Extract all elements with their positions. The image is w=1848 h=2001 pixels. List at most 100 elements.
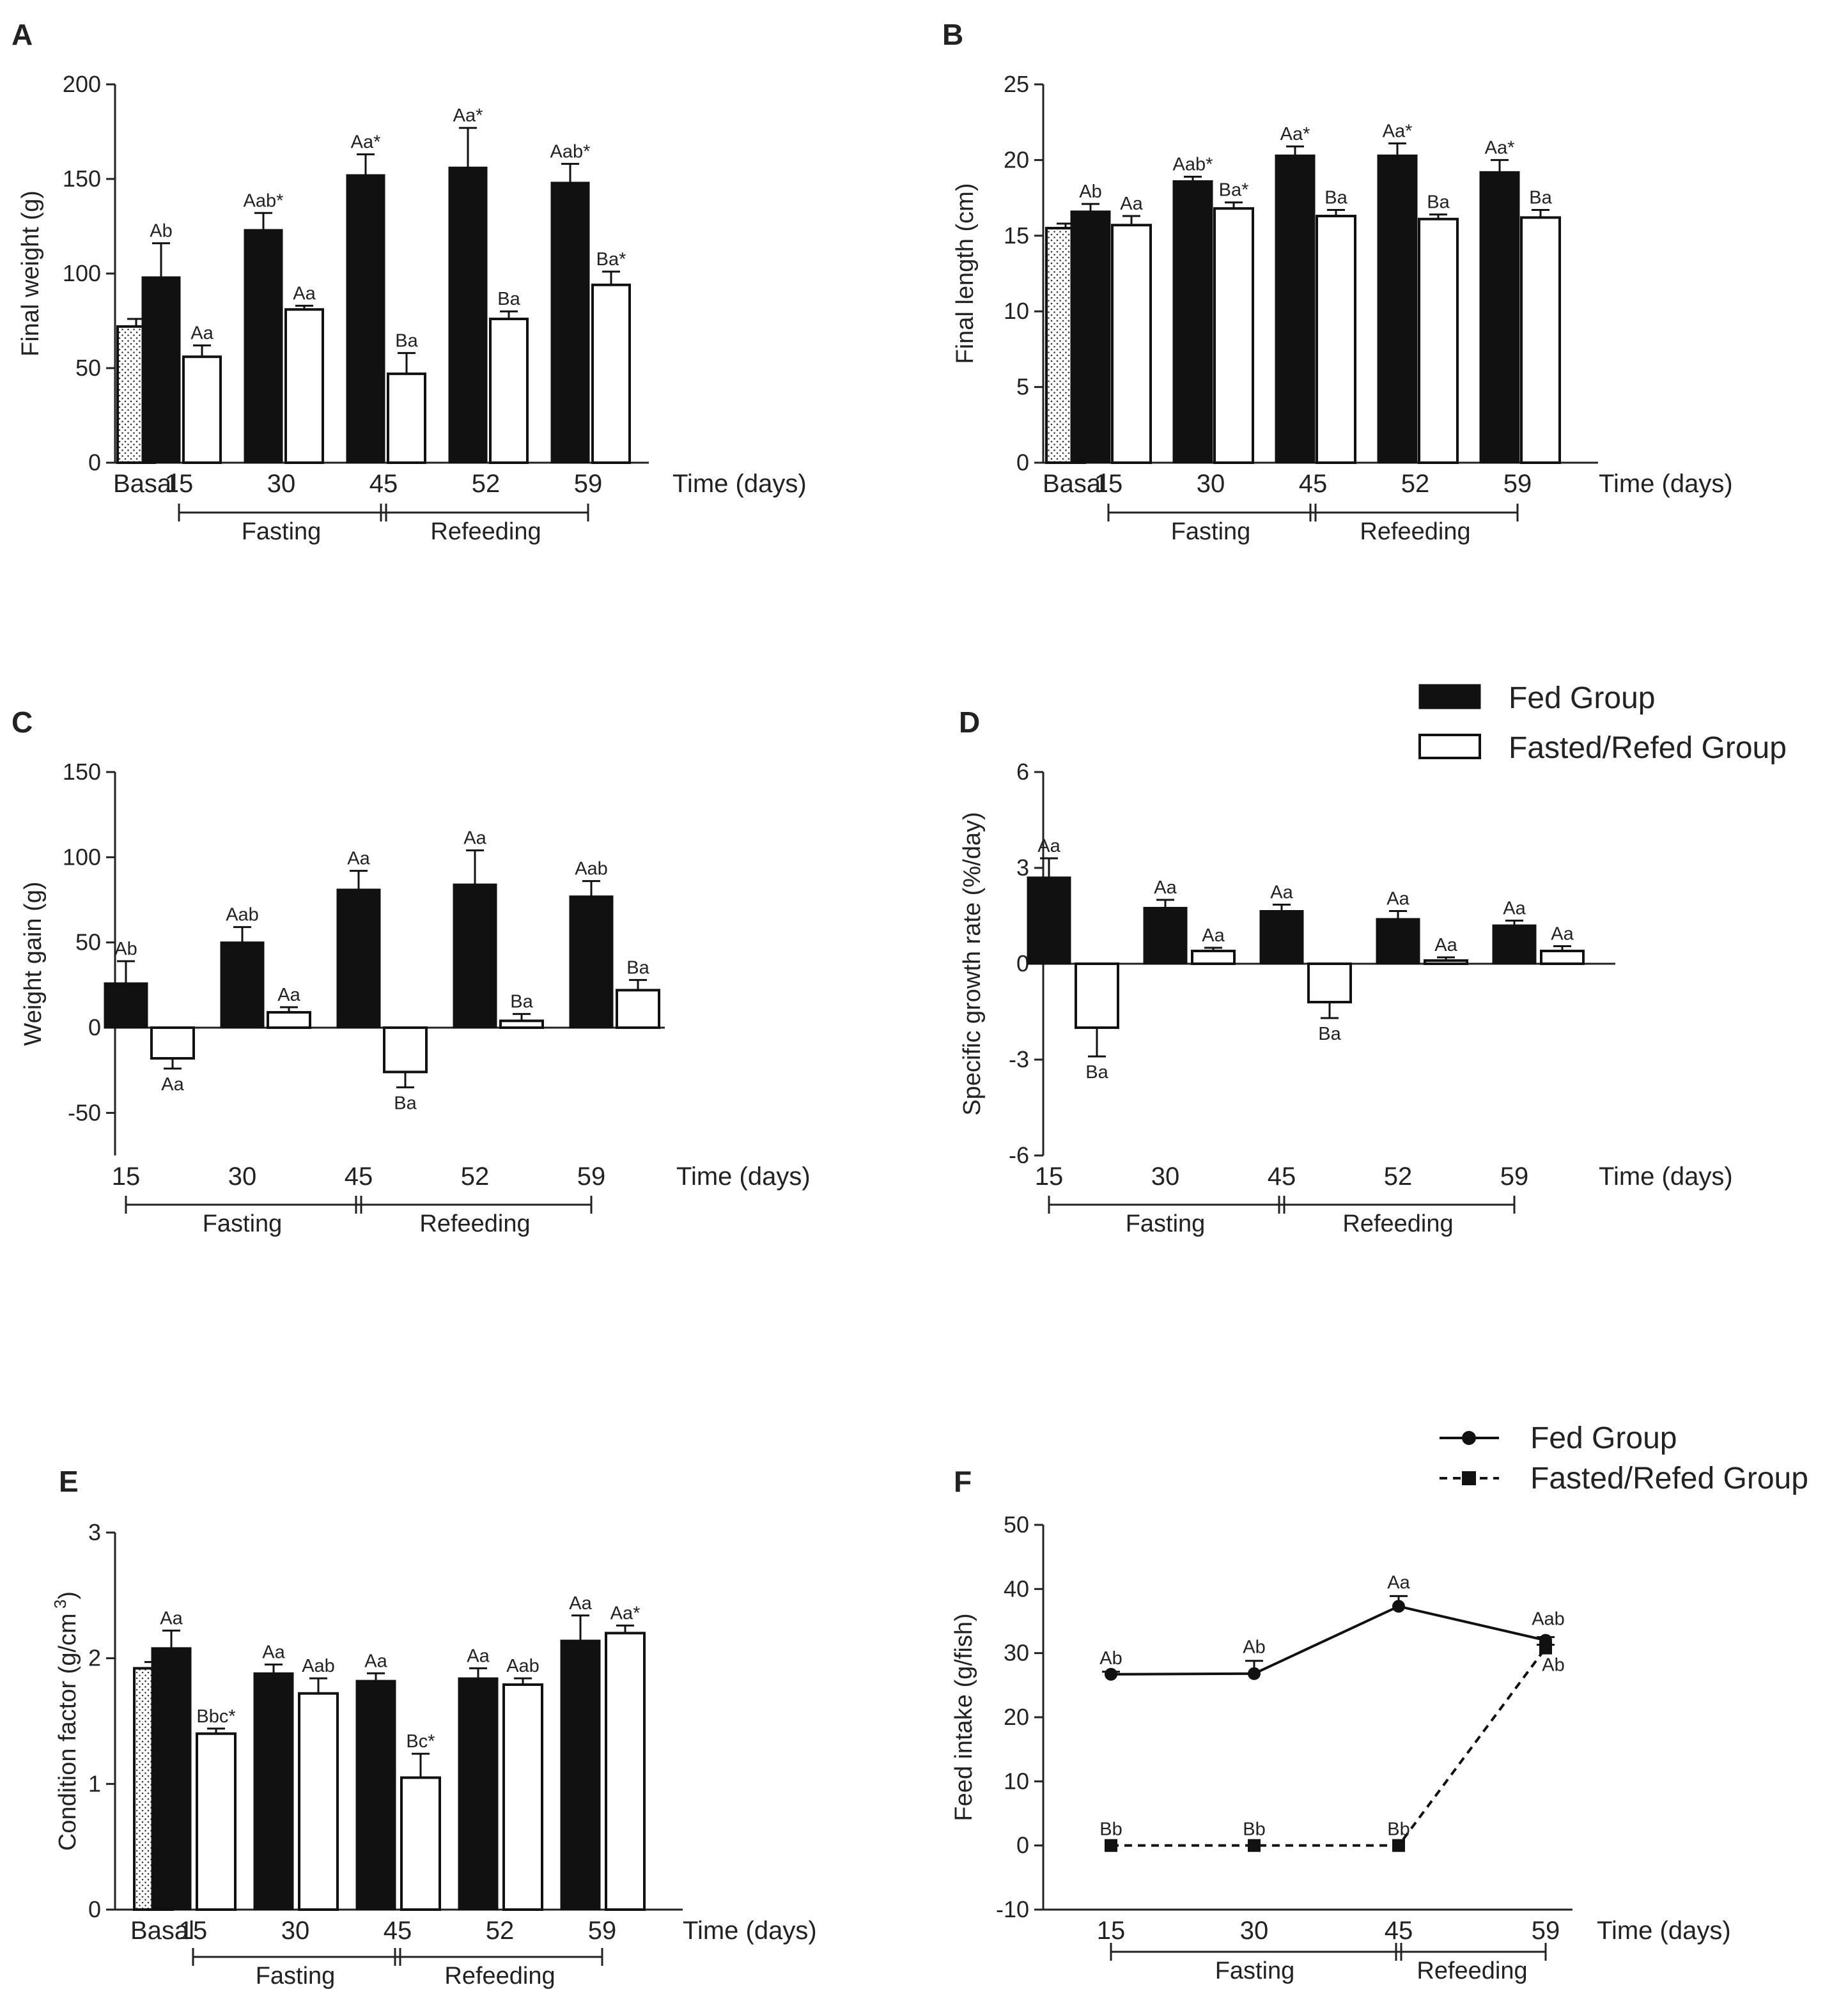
panel-d-bar-label-fed: Aa [1503, 899, 1526, 919]
panel-b-y-axis-title: Final length (cm) [952, 183, 979, 364]
panel-f-letter: F [954, 1465, 972, 1498]
panel-f-x-label: 59 [1532, 1917, 1560, 1945]
panel-c-bar-label-fasted: Ba [626, 957, 649, 978]
panel-b-x-label: 30 [1197, 470, 1225, 498]
panel-c-bar-fasted [267, 1011, 311, 1029]
panel-e-bar-label-fasted: Bc* [406, 1731, 435, 1752]
panel-c-bar-label-fed: Ab [114, 939, 137, 959]
panel-b-bar-fasted [1213, 207, 1254, 464]
panel-a-bar-label-fed: Aab* [244, 190, 284, 211]
panel-a-bar-label-fed: Ab [150, 221, 172, 242]
panel-b-bar-fed [1377, 154, 1418, 464]
panel-d-x-label: 30 [1151, 1163, 1180, 1191]
panel-e-bar-fasted [400, 1776, 441, 1911]
panel-d-phase-bracket: Fasting Refeeding [1048, 1196, 1516, 1237]
legend-fasted-swatch [1418, 734, 1481, 759]
panel-c-bar-fed [220, 941, 265, 1029]
panel-c-bar-fed [569, 895, 614, 1029]
panel-a-bar-fasted [489, 318, 529, 465]
panel-c-bar-fasted [150, 1026, 195, 1060]
panel-f-point-label-fasted: Bb [1243, 1819, 1265, 1840]
panel-d-x-label: 45 [1268, 1163, 1296, 1191]
panel-e-bar-fasted [502, 1683, 543, 1911]
bar-legend: Fed Group Fasted/Refed Group [1418, 681, 1787, 765]
legend-fed-marker [1462, 1431, 1476, 1445]
panel-a-y-tick-label: 200 [63, 71, 101, 97]
panel-d-bar-label-fasted: Aa [1551, 924, 1574, 945]
panel-a-x-label: 59 [574, 470, 603, 498]
panel-c-y-tick-label: 0 [88, 1014, 101, 1040]
panel-d-x-axis-title: Time (days) [1599, 1163, 1733, 1191]
panel-b-bar-label-fed: Aa* [1383, 121, 1413, 141]
panel-e-y-tick-label: 0 [88, 1896, 101, 1922]
panel-e-bar-fed [560, 1639, 601, 1911]
panel-d-bar-label-fasted: Aa [1202, 925, 1225, 946]
panel-f-point-label-fasted: Ab [1542, 1655, 1564, 1676]
panel-b-y-tick-label: 20 [1004, 146, 1029, 173]
panel-e-x-label: 45 [384, 1917, 412, 1945]
panel-b-x-label: 52 [1401, 470, 1430, 498]
panel-c-bar-label-fasted: Aa [277, 985, 300, 1005]
panel-c-y-tick-label: 50 [75, 929, 101, 955]
panel-a-x-label: 45 [369, 470, 398, 498]
panel-b-y-tick-label: 5 [1016, 374, 1029, 400]
panel-e-x-label: 30 [281, 1917, 310, 1945]
panel-d-y-tick-label: -3 [1009, 1046, 1029, 1072]
panel-b-y-tick-label: 15 [1004, 222, 1029, 249]
panel-e-phase-bracket: Fasting Refeeding [192, 1948, 603, 1989]
panel-b-bar-fasted [1316, 215, 1356, 464]
panel-a-phase-fasting: Fasting [242, 518, 322, 545]
panel-b-phase-bracket: Fasting Refeeding [1107, 504, 1519, 545]
legend-fasted-marker [1462, 1471, 1476, 1485]
panel-f-y-tick-label: 20 [1004, 1704, 1029, 1730]
panel-a-bar-fasted [387, 372, 426, 464]
panel-d-bar-label-fed: Aa [1154, 877, 1177, 898]
panel-a-bar-fasted [182, 355, 222, 464]
panel-a-bar-label-fasted: Ba* [596, 249, 626, 270]
panel-f-phase-bracket: Fasting Refeeding [1110, 1943, 1547, 1984]
panel-b-bar-label-fed: Aab* [1173, 154, 1213, 174]
panel-c-bar-fasted [499, 1019, 544, 1030]
panel-b-bar-fasted [1111, 224, 1152, 464]
panel-d-bar-label-fasted: Ba [1318, 1024, 1341, 1044]
panel-e-bar-label-fed: Aa [569, 1593, 592, 1614]
panel-b-bar-fed [1172, 180, 1213, 464]
panel-c-x-label: 45 [345, 1163, 373, 1191]
panel-e-x-label: 52 [486, 1917, 515, 1945]
panel-d-bar-fasted [1307, 962, 1352, 1003]
panel-d-phase-refeeding: Refeeding [1342, 1210, 1453, 1237]
panel-b-bar-label-fasted: Ba [1529, 188, 1552, 208]
panel-f-line-fed [1110, 1605, 1546, 1676]
panel-b-bar-fed [1479, 171, 1520, 464]
panel-e-letter: E [59, 1465, 79, 1498]
panel-a-bar-label-fed: Aab* [550, 141, 591, 162]
panel-c-bar-label-fasted: Ba [510, 992, 533, 1012]
legend-fasted-label: Fasted/Refed Group [1509, 731, 1787, 765]
panel-d-bar-label-fasted: Aa [1434, 935, 1457, 955]
panel-a-y-axis-title: Final weight (g) [17, 190, 44, 357]
panel-c-bar-label-fed: Aab [226, 905, 259, 925]
panel-d-bar-fed [1259, 910, 1304, 965]
line-legend: Fed Group Fasted/Refed Group [1440, 1421, 1808, 1495]
panel-a-bar-label-fed: Aa* [351, 132, 381, 153]
panel-f-point-fed [1248, 1667, 1261, 1680]
panel-a-bar-label-fasted: Aa [293, 283, 316, 304]
panel-e-y-tick-label: 2 [88, 1645, 101, 1671]
panel-f-point-fasted [1539, 1641, 1552, 1655]
panel-e-bar-label-fed: Aa [364, 1651, 387, 1671]
panel-f-point-label-fasted: Bb [1387, 1819, 1409, 1840]
panel-b-bar-label-fasted: Ba* [1219, 180, 1249, 201]
panel-b-x-axis-title: Time (days) [1599, 470, 1733, 498]
panel-a-bar-fed [346, 174, 385, 464]
panel-b-bar-fed [1070, 210, 1111, 464]
panel-e-bar-label-fed: Aa [262, 1642, 285, 1663]
panel-d-y-tick-label: 6 [1016, 759, 1029, 785]
panel-d-bar-fed [1027, 876, 1071, 965]
panel-c-bar-label-fasted: Aa [161, 1074, 184, 1095]
panel-c-x-label: 30 [228, 1163, 257, 1191]
panel-a-bar-fasted [591, 283, 631, 464]
panel-d-bar-fed [1143, 907, 1188, 965]
panel-a-x-label: 15 [165, 470, 194, 498]
panel-d-x-label: 59 [1500, 1163, 1529, 1191]
